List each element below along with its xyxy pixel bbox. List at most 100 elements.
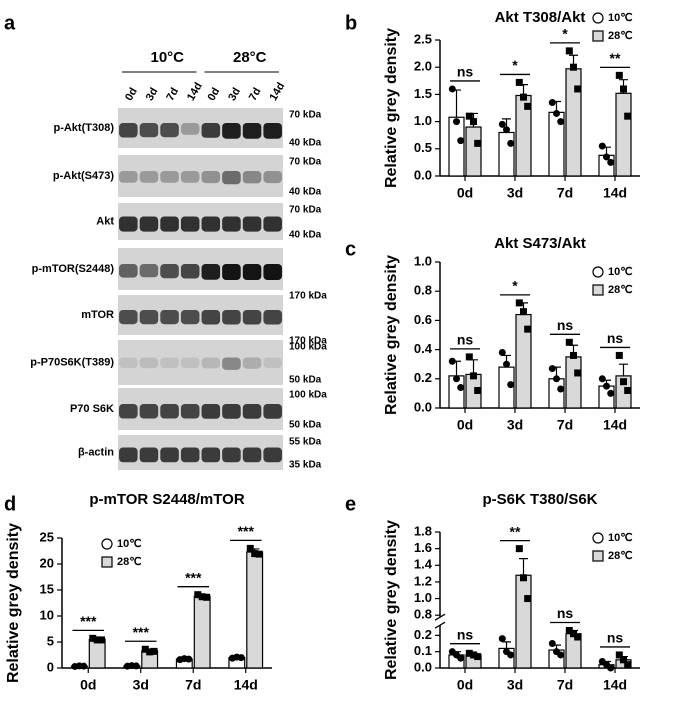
data-point [507, 381, 515, 389]
blot-band [222, 123, 241, 139]
data-point [520, 308, 527, 316]
blot-band [263, 264, 282, 280]
blot-band [180, 171, 200, 183]
lane-label: 0d [123, 86, 140, 103]
y-tick-label: 1.0 [414, 253, 432, 268]
data-point [615, 351, 623, 359]
blot-band [263, 357, 282, 369]
data-point [624, 661, 632, 669]
x-tick-label: 14d [234, 677, 258, 693]
bar [88, 638, 106, 669]
blot-band [119, 404, 138, 419]
legend-swatch [592, 30, 604, 42]
x-tick-label: 0d [457, 417, 473, 433]
blot-band [180, 216, 200, 232]
data-point [615, 71, 623, 79]
significance-label: *** [185, 569, 202, 585]
data-point [470, 118, 477, 126]
blot-band [242, 357, 262, 369]
blot-band [139, 357, 159, 369]
data-point [620, 378, 627, 386]
error-bar [519, 558, 528, 576]
data-point [570, 630, 577, 638]
data-point [548, 640, 556, 648]
blot-band [263, 216, 282, 232]
significance-label: ns [557, 605, 574, 621]
blot-band [222, 357, 241, 370]
marker-label: 50 kDa [289, 375, 322, 386]
blot-band [201, 357, 221, 369]
significance-label: ** [610, 50, 621, 66]
x-tick-label: 3d [507, 417, 523, 433]
chart-title: Akt T308/Akt [495, 9, 586, 26]
blot-band [242, 123, 262, 139]
data-point [615, 651, 623, 659]
blot-band [160, 404, 179, 419]
blot-band [222, 310, 241, 325]
y-tick-label: 2.5 [414, 31, 432, 46]
blot-band [119, 310, 138, 325]
legend-label: 10℃ [608, 12, 633, 24]
lane-label: 3d [144, 86, 161, 103]
significance-label: * [512, 57, 518, 73]
data-point [474, 653, 482, 661]
data-point [598, 375, 606, 383]
blot-band [242, 310, 262, 325]
data-point [465, 112, 473, 120]
blot-strip [118, 155, 283, 197]
axis-break [434, 613, 446, 621]
legend-label: 28℃ [117, 556, 142, 568]
legend-swatch [592, 12, 604, 24]
blot-band [180, 123, 200, 135]
significance-label: *** [80, 613, 97, 629]
data-point [524, 325, 532, 333]
blot-band [201, 310, 221, 325]
lane-label: 0d [206, 86, 223, 103]
blot-band [180, 264, 200, 279]
bar [448, 116, 465, 177]
data-point [203, 593, 211, 601]
data-point [520, 93, 527, 101]
marker-label: 70 kDa [289, 110, 322, 121]
legend-swatch [592, 266, 604, 278]
data-point [453, 375, 460, 383]
legend-swatch [592, 550, 604, 562]
blot-band [119, 357, 138, 369]
row-label: P70 S6K [70, 403, 114, 415]
data-point [237, 654, 245, 662]
blot-band [119, 216, 138, 232]
x-tick-label: 7d [557, 417, 573, 433]
significance-label: *** [238, 523, 255, 539]
blot-band [160, 123, 179, 138]
blot-band [263, 123, 282, 139]
data-point [570, 351, 577, 359]
marker-label: 170 kDa [289, 336, 327, 347]
legend-label: 28℃ [608, 30, 633, 42]
data-point [603, 382, 610, 390]
data-point [185, 655, 193, 663]
data-point [603, 153, 610, 161]
data-point [574, 85, 582, 93]
blot-band [160, 171, 179, 183]
blot-band [222, 171, 241, 185]
x-tick-label: 0d [80, 677, 96, 693]
data-point [453, 118, 460, 126]
x-tick-label: 14d [603, 417, 627, 433]
data-point [607, 389, 615, 397]
blot-band [263, 171, 282, 184]
significance-label: ns [607, 330, 624, 346]
x-tick-label: 14d [603, 185, 627, 201]
y-axis-label: Relative grey density [383, 255, 400, 415]
row-label: p-Akt(T308) [53, 122, 114, 134]
blot-band [222, 264, 241, 280]
data-point [470, 651, 477, 659]
data-point [150, 647, 158, 655]
data-point [515, 545, 523, 553]
x-tick-label: 3d [133, 677, 149, 693]
blot-band [139, 123, 159, 138]
data-point [474, 139, 482, 147]
data-point [132, 662, 140, 670]
row-label: mTOR [81, 309, 114, 321]
panel-letter: c [345, 238, 356, 260]
legend-label: 28℃ [608, 550, 633, 562]
